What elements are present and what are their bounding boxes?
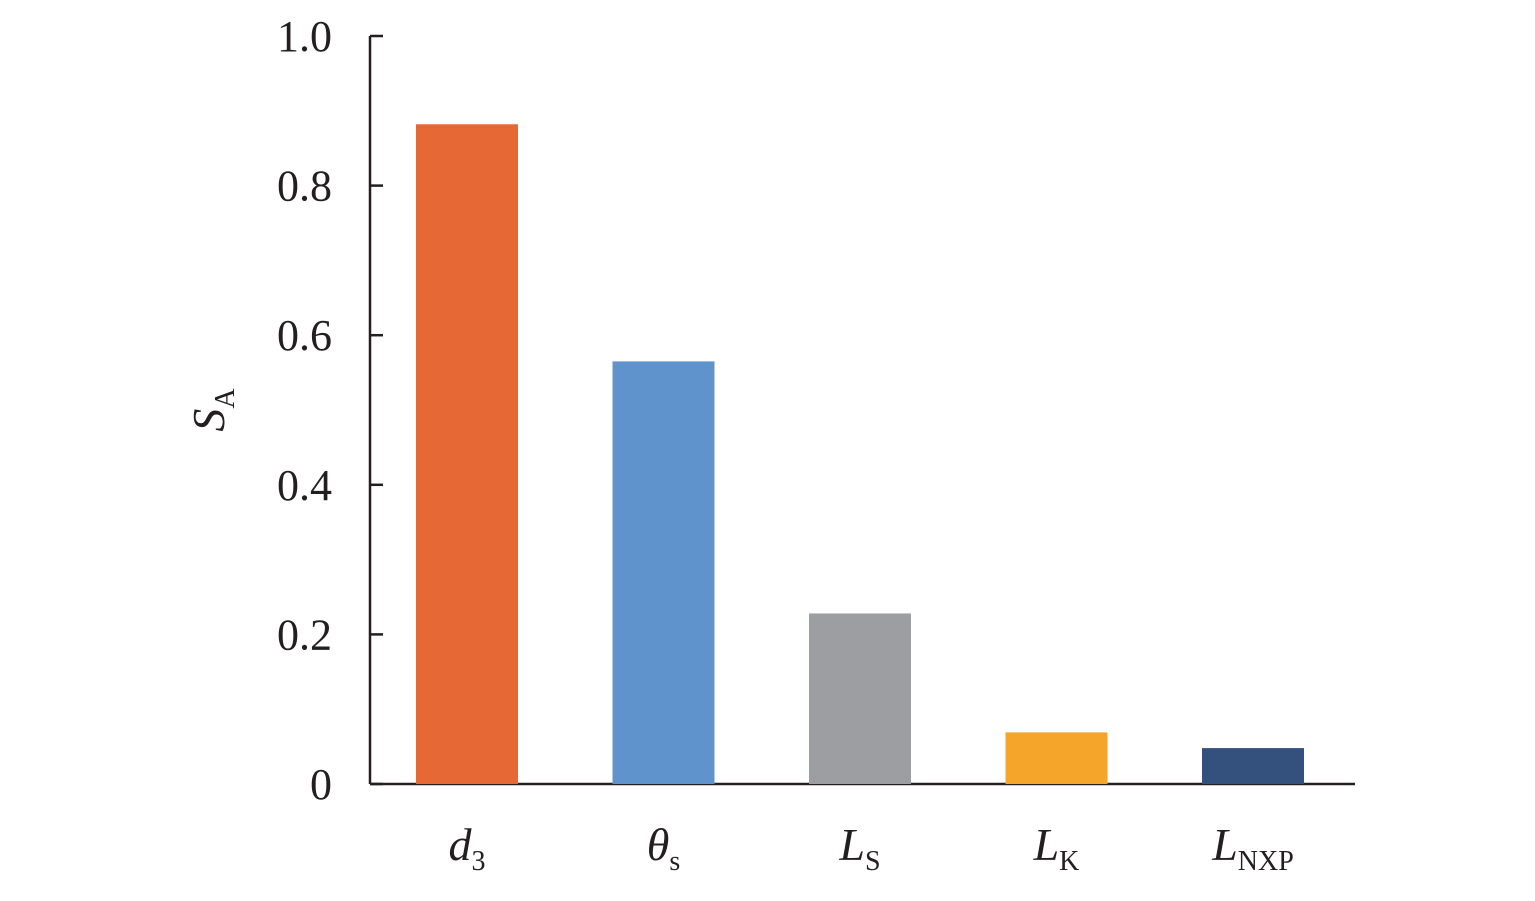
bars xyxy=(416,124,1304,785)
y-tick-label: 1.0 xyxy=(277,12,332,61)
x-tick-label: LS xyxy=(838,819,880,877)
axis-labels: SA xyxy=(183,388,241,432)
y-tick-label: 0.6 xyxy=(277,311,332,360)
x-tick-label: θs xyxy=(647,819,681,877)
x-tick-label: LK xyxy=(1033,819,1080,877)
bar xyxy=(1005,732,1108,784)
y-tick-label: 0.2 xyxy=(277,610,332,659)
y-tick-label: 0.8 xyxy=(277,162,332,211)
x-axis: d3 θs LS LK LNXP xyxy=(370,782,1355,877)
x-tick-label: LNXP xyxy=(1211,819,1294,877)
bar xyxy=(416,124,518,785)
x-tick-label: d3 xyxy=(449,819,486,877)
bar xyxy=(809,613,911,784)
bar xyxy=(612,361,715,784)
y-axis-label: SA xyxy=(183,388,241,432)
y-tick-label: 0.4 xyxy=(277,461,332,510)
bar xyxy=(1202,748,1304,784)
y-tick-label: 0 xyxy=(310,760,332,809)
y-axis: 0 0.2 0.4 0.6 0.8 1.0 xyxy=(277,12,383,809)
